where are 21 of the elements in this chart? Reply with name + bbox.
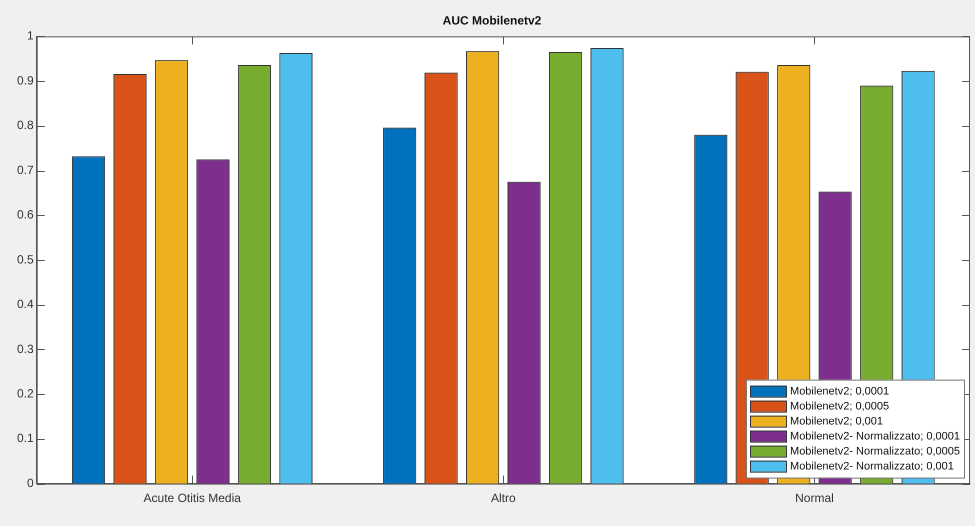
x-tick-label: Acute Otitis Media [144,491,242,506]
y-tick-label: 0.7 [16,162,34,177]
y-tick-label: 0.8 [16,118,34,132]
y-tick-label: 0 [26,476,34,490]
legend-label: Mobilenetv2- Normalizzato; 0,0001 [790,430,960,443]
legend-label: Mobilenetv2; 0,0005 [790,400,890,413]
legend-label: Mobilenetv2- Normalizzato; 0,001 [790,460,954,473]
x-tick-label: Altro [490,491,516,506]
legend-label: Mobilenetv2; 0,001 [790,416,883,428]
y-tick-label: 0.9 [16,73,34,88]
y-tick-label: 1 [26,28,34,43]
y-tick-label: 0.4 [16,297,34,312]
y-tick-label: 0.5 [16,252,34,266]
y-tick-label: 0.2 [16,386,34,400]
y-tick-label: 0.3 [16,342,34,356]
legend-label: Mobilenetv2; 0,0001 [790,386,890,398]
legend-label: Mobilenetv2- Normalizzato; 0,0005 [790,446,960,458]
chart-title: AUC Mobilenetv2 [442,14,542,28]
y-tick-label: 0.1 [16,431,34,446]
y-tick-label: 0.6 [16,208,34,222]
x-tick-label: Normal [795,491,834,506]
